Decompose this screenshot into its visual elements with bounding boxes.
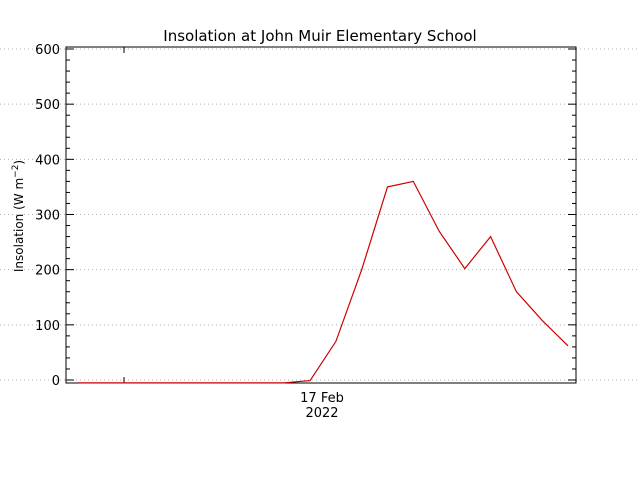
y-tick-label-600: 600	[35, 43, 60, 58]
y-tick-label-100: 100	[35, 319, 60, 334]
y-axis-label: Insolation (W m−2)	[11, 160, 26, 272]
grid-lines	[0, 48, 640, 381]
y-axis-label-superscript: −2	[11, 165, 21, 178]
x-tick-label-date: 17 Feb	[300, 391, 344, 406]
series-line-0	[78, 180, 569, 384]
chart-title: Insolation at John Muir Elementary Schoo…	[163, 27, 476, 45]
y-tick-label-500: 500	[35, 98, 60, 113]
y-tick-label-400: 400	[35, 153, 60, 168]
y-axis-label-end: )	[12, 160, 26, 165]
y-tick-label-0: 0	[52, 374, 60, 389]
y-tick-label-300: 300	[35, 209, 60, 224]
series-layer	[78, 180, 569, 384]
y-axis-ticks: 0 100 200 300 400 500 600	[35, 43, 576, 389]
x-tick-label-year: 2022	[305, 406, 338, 421]
y-tick-label-200: 200	[35, 264, 60, 279]
y-axis-label-main: Insolation (W m	[12, 178, 26, 272]
x-axis-tick: 17 Feb 2022	[123, 47, 344, 421]
